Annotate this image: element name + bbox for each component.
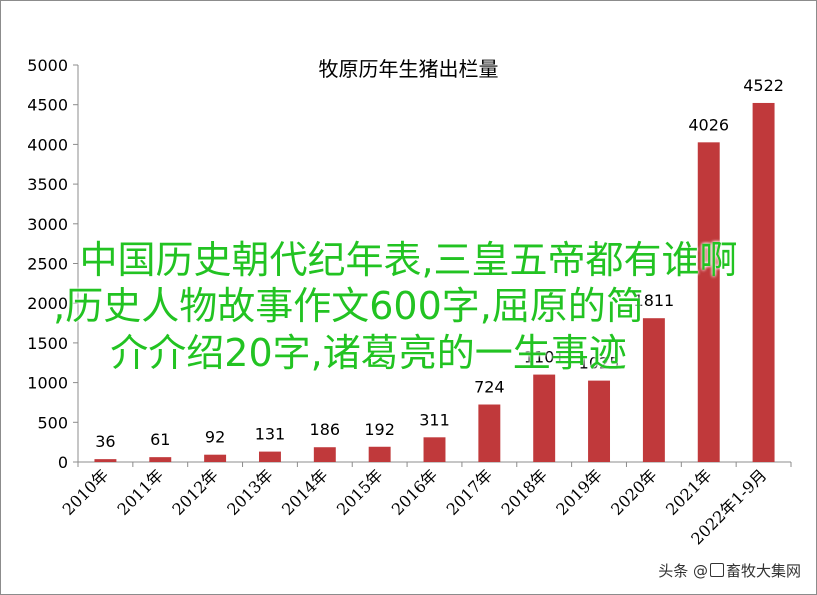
- x-tick-label: 2020年: [607, 465, 661, 519]
- y-tick-label: 4000: [27, 135, 68, 154]
- chart-title: 牧原历年生猪出栏量: [318, 57, 499, 81]
- bar-2022年1-9月: [752, 102, 775, 463]
- bar-2020年: [642, 318, 665, 462]
- overlay-text-line-2: ,历史人物故事作文600字,屈原的简: [53, 284, 644, 328]
- value-label: 1811: [634, 291, 675, 310]
- x-tick-label: 2018年: [497, 465, 551, 519]
- x-tick-label: 2016年: [388, 465, 442, 519]
- watermark-logo-icon: [709, 563, 724, 577]
- x-tick-label: 2011年: [114, 465, 168, 519]
- x-tick-label: 2013年: [223, 465, 277, 519]
- value-label: 131: [255, 425, 286, 444]
- x-tick-label: 2015年: [333, 465, 387, 519]
- value-label: 724: [474, 378, 505, 397]
- bar-2011年: [149, 457, 172, 462]
- bar-2013年: [258, 451, 281, 462]
- watermark: 头条 @ 畜牧大集网: [658, 560, 801, 581]
- value-label: 92: [205, 428, 225, 447]
- bar-2010年: [94, 459, 117, 462]
- value-label: 1101: [524, 348, 565, 367]
- bar-2021年: [697, 142, 720, 462]
- y-tick-label: 4500: [27, 96, 68, 115]
- watermark-source: 畜牧大集网: [725, 562, 801, 580]
- bar-2014年: [313, 447, 336, 462]
- y-tick-label: 1500: [27, 334, 68, 353]
- y-tick-label: 0: [58, 453, 68, 472]
- y-tick-label: 1000: [27, 374, 68, 393]
- x-tick-label: 2021年: [662, 465, 716, 519]
- bar-2019年: [588, 380, 611, 462]
- chart-y-tick-labels: 0 500 1000 1500 2000 2500 3000 3500 4000 4500 5000: [27, 56, 68, 472]
- chart-bars: [94, 102, 775, 463]
- value-label: 4522: [743, 76, 784, 95]
- value-label: 1025: [579, 354, 620, 373]
- y-tick-label: 500: [37, 413, 68, 432]
- value-label: 4026: [688, 115, 729, 134]
- watermark-prefix: 头条 @: [658, 562, 708, 580]
- x-tick-label: 2017年: [443, 465, 497, 519]
- overlay-text-line-1: 中国历史朝代纪年表,三皇五帝都有谁啊: [79, 238, 738, 282]
- value-label: 311: [419, 410, 450, 429]
- x-tick-label: 2019年: [552, 465, 606, 519]
- bar-2018年: [533, 374, 556, 462]
- value-label: 192: [364, 420, 395, 439]
- chart-x-tick-labels: 2010年 2011年 2012年 2013年 2014年 2015年 2016年 2017年…: [59, 465, 771, 548]
- value-label: 186: [310, 420, 341, 439]
- y-tick-label: 5000: [27, 56, 68, 75]
- bar-2012年: [204, 454, 227, 462]
- x-tick-label: 2012年: [168, 465, 222, 519]
- bar-2017年: [478, 404, 501, 462]
- bar-2015年: [368, 446, 391, 462]
- chart-value-labels: 36 61 92 131 186 192 311 724 1101 1025 1811 4026 452…: [95, 76, 784, 451]
- y-tick-label: 2000: [27, 294, 68, 313]
- bar-2016年: [423, 437, 446, 462]
- y-tick-label: 2500: [27, 255, 68, 274]
- value-label: 61: [150, 430, 170, 449]
- y-tick-label: 3000: [27, 215, 68, 234]
- overlay-text-line-3: 介介绍20字,诸葛亮的一生事迹: [110, 331, 627, 375]
- y-tick-label: 3500: [27, 175, 68, 194]
- x-tick-label: 2010年: [59, 465, 113, 519]
- x-tick-label: 2014年: [278, 465, 332, 519]
- value-label: 36: [95, 432, 115, 451]
